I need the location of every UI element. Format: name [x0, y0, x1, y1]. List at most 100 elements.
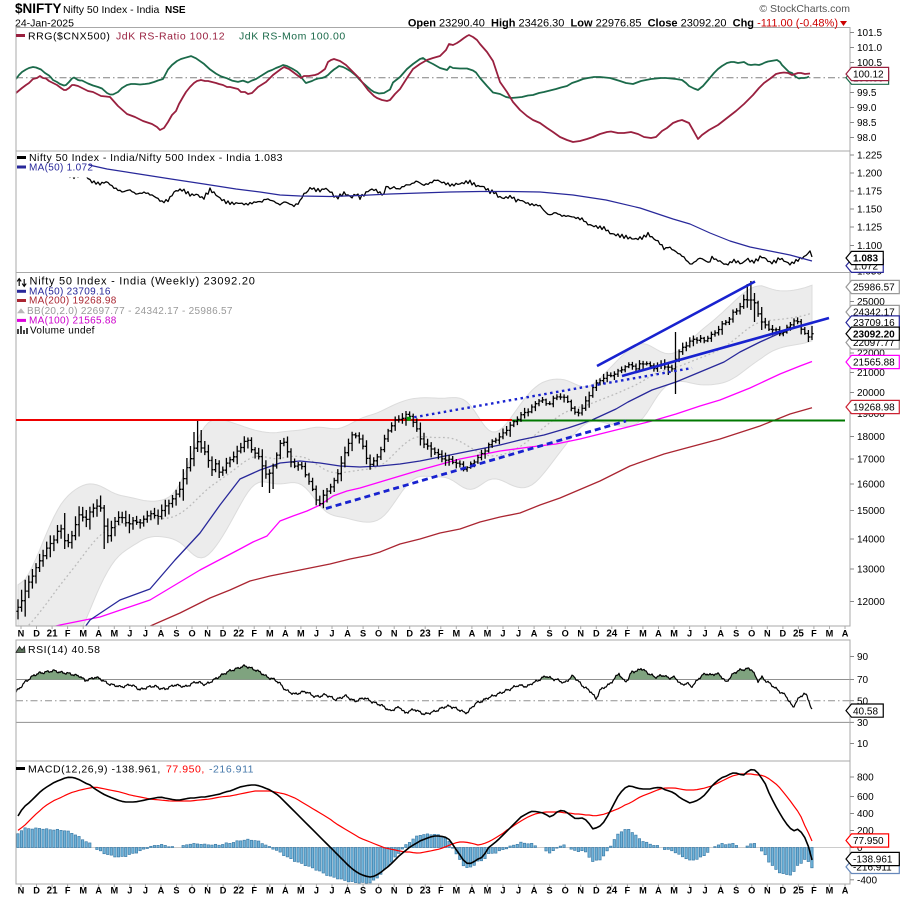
- svg-text:17000: 17000: [857, 455, 885, 466]
- svg-text:23092.20: 23092.20: [853, 329, 895, 340]
- svg-text:J: J: [329, 629, 334, 639]
- svg-text:D: D: [33, 629, 40, 639]
- svg-text:600: 600: [857, 792, 874, 803]
- svg-text:1.083: 1.083: [853, 254, 878, 265]
- svg-text:10: 10: [857, 739, 869, 750]
- svg-text:S: S: [733, 886, 739, 896]
- svg-text:22: 22: [233, 629, 244, 640]
- svg-text:M: M: [79, 886, 87, 896]
- svg-text:30: 30: [857, 718, 869, 729]
- svg-text:MA(100) 21565.88: MA(100) 21565.88: [29, 316, 117, 327]
- svg-text:O: O: [375, 886, 382, 896]
- svg-text:N: N: [204, 886, 211, 896]
- svg-text:JdK RS-Mom 100.00: JdK RS-Mom 100.00: [239, 31, 346, 43]
- svg-text:Volume undef: Volume undef: [30, 326, 95, 337]
- svg-text:101.5: 101.5: [857, 28, 882, 39]
- svg-text:A: A: [282, 886, 289, 896]
- svg-text:1.225: 1.225: [857, 151, 882, 162]
- svg-text:S: S: [547, 886, 553, 896]
- svg-text:D: D: [593, 886, 600, 896]
- svg-text:MA(200) 19268.98: MA(200) 19268.98: [29, 296, 117, 307]
- svg-text:M: M: [266, 886, 274, 896]
- svg-text:M: M: [79, 629, 87, 639]
- svg-text:23709.16: 23709.16: [853, 318, 895, 329]
- svg-text:RRG($CNX500): RRG($CNX500): [28, 31, 110, 43]
- svg-text:O: O: [562, 629, 569, 639]
- svg-text:MACD(12,26,9) -138.961,: MACD(12,26,9) -138.961,: [28, 764, 161, 776]
- svg-text:D: D: [406, 629, 413, 639]
- svg-text:D: D: [33, 886, 40, 896]
- svg-text:O: O: [188, 886, 195, 896]
- svg-text:25000: 25000: [857, 297, 885, 308]
- svg-text:M: M: [110, 886, 118, 896]
- svg-text:S: S: [360, 886, 366, 896]
- svg-text:21: 21: [47, 886, 58, 897]
- svg-text:1.125: 1.125: [857, 223, 882, 234]
- svg-text:12000: 12000: [857, 597, 885, 608]
- svg-text:22000: 22000: [857, 349, 885, 360]
- svg-text:22: 22: [233, 886, 244, 897]
- svg-text:A: A: [95, 629, 102, 639]
- svg-text:24: 24: [606, 629, 617, 640]
- svg-text:18000: 18000: [857, 432, 885, 443]
- svg-text:24: 24: [606, 886, 617, 897]
- svg-text:N: N: [391, 629, 398, 639]
- svg-text:N: N: [391, 886, 398, 896]
- svg-text:M: M: [110, 629, 118, 639]
- svg-text:A: A: [717, 886, 724, 896]
- svg-text:77.950: 77.950: [853, 836, 884, 847]
- svg-text:M: M: [484, 629, 492, 639]
- svg-text:JdK RS-Ratio 100.12: JdK RS-Ratio 100.12: [116, 31, 225, 43]
- svg-text:20000: 20000: [857, 388, 885, 399]
- svg-text:21: 21: [47, 629, 58, 640]
- svg-text:F: F: [65, 629, 71, 639]
- svg-text:F: F: [251, 886, 257, 896]
- svg-text:0: 0: [857, 843, 863, 854]
- svg-text:M: M: [639, 886, 647, 896]
- svg-text:J: J: [516, 886, 521, 896]
- svg-text:J: J: [127, 629, 132, 639]
- svg-text:RSI(14) 40.58: RSI(14) 40.58: [28, 644, 101, 656]
- svg-text:O: O: [748, 629, 755, 639]
- svg-text:J: J: [500, 629, 505, 639]
- svg-text:N: N: [204, 629, 211, 639]
- svg-text:O: O: [748, 886, 755, 896]
- svg-text:A: A: [158, 886, 165, 896]
- svg-text:40.58: 40.58: [853, 706, 878, 717]
- svg-text:A: A: [717, 629, 724, 639]
- svg-text:A: A: [469, 886, 476, 896]
- svg-text:1.175: 1.175: [857, 187, 882, 198]
- svg-text:Nifty 50 Index - India (Weekly: Nifty 50 Index - India (Weekly) 23092.20: [30, 276, 256, 288]
- svg-text:50: 50: [857, 696, 869, 707]
- svg-text:BB(20,2.0) 22697.77 - 24342.17: BB(20,2.0) 22697.77 - 24342.17 - 25986.5…: [27, 306, 233, 317]
- svg-text:F: F: [438, 629, 444, 639]
- svg-text:25: 25: [793, 886, 804, 897]
- svg-text:J: J: [143, 629, 148, 639]
- svg-text:23: 23: [420, 886, 431, 897]
- svg-text:O: O: [188, 629, 195, 639]
- svg-text:M: M: [297, 629, 305, 639]
- svg-text:M: M: [297, 886, 305, 896]
- svg-text:M: M: [670, 629, 678, 639]
- svg-text:98.5: 98.5: [857, 118, 877, 129]
- svg-text:1.150: 1.150: [857, 205, 882, 216]
- svg-text:800: 800: [857, 773, 874, 784]
- svg-text:S: S: [173, 629, 179, 639]
- svg-text:O: O: [375, 629, 382, 639]
- svg-text:90: 90: [857, 652, 869, 663]
- svg-text:J: J: [500, 886, 505, 896]
- svg-text:© StockCharts.com: © StockCharts.com: [759, 3, 850, 15]
- svg-text:23: 23: [420, 629, 431, 640]
- svg-text:M: M: [266, 629, 274, 639]
- svg-text:A: A: [282, 629, 289, 639]
- svg-text:MA(50) 23709.16: MA(50) 23709.16: [29, 287, 111, 298]
- svg-text:J: J: [703, 629, 708, 639]
- svg-text:M: M: [453, 629, 461, 639]
- svg-text:D: D: [780, 886, 787, 896]
- svg-text:N: N: [18, 886, 25, 896]
- svg-text:1.100: 1.100: [857, 241, 882, 252]
- svg-text:77.950,: 77.950,: [166, 764, 205, 776]
- svg-text:24-Jan-2025: 24-Jan-2025: [15, 18, 74, 30]
- svg-text:19000: 19000: [857, 409, 885, 420]
- svg-text:$NIFTY: $NIFTY: [15, 1, 62, 16]
